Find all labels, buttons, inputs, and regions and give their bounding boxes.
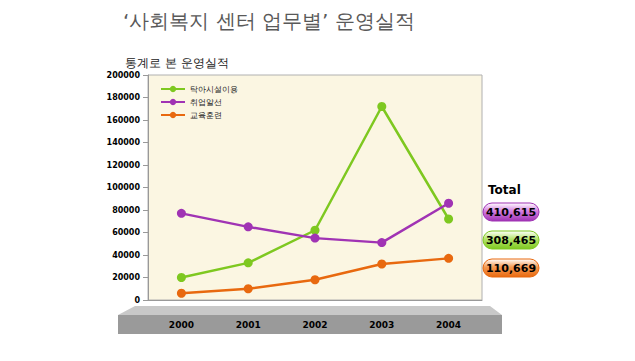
svg-text:탁아시설이용: 탁아시설이용: [190, 85, 238, 94]
svg-text:180000: 180000: [107, 93, 141, 102]
svg-text:교육훈련: 교육훈련: [190, 111, 222, 120]
svg-text:취업알선: 취업알선: [190, 98, 222, 107]
svg-text:200000: 200000: [107, 71, 141, 80]
svg-text:40000: 40000: [112, 251, 140, 260]
svg-text:Total: Total: [488, 183, 521, 197]
svg-text:2000: 2000: [169, 320, 194, 330]
svg-text:308,465: 308,465: [486, 234, 536, 247]
svg-text:2003: 2003: [369, 320, 394, 330]
svg-text:60000: 60000: [112, 228, 140, 237]
svg-text:2004: 2004: [436, 320, 461, 330]
svg-text:20000: 20000: [112, 273, 140, 282]
svg-text:2002: 2002: [302, 320, 327, 330]
svg-text:410,615: 410,615: [486, 206, 536, 219]
svg-text:80000: 80000: [112, 206, 140, 215]
svg-text:‘사회복지 센터 업무별’ 운영실적: ‘사회복지 센터 업무별’ 운영실적: [123, 9, 415, 33]
svg-text:120000: 120000: [107, 161, 141, 170]
svg-text:2001: 2001: [236, 320, 261, 330]
svg-text:100000: 100000: [107, 183, 141, 192]
svg-text:140000: 140000: [107, 138, 141, 147]
svg-text:통계로 본 운영실적: 통계로 본 운영실적: [125, 56, 229, 70]
svg-text:160000: 160000: [107, 116, 141, 125]
svg-text:110,669: 110,669: [486, 262, 536, 275]
svg-text:0: 0: [134, 296, 140, 305]
